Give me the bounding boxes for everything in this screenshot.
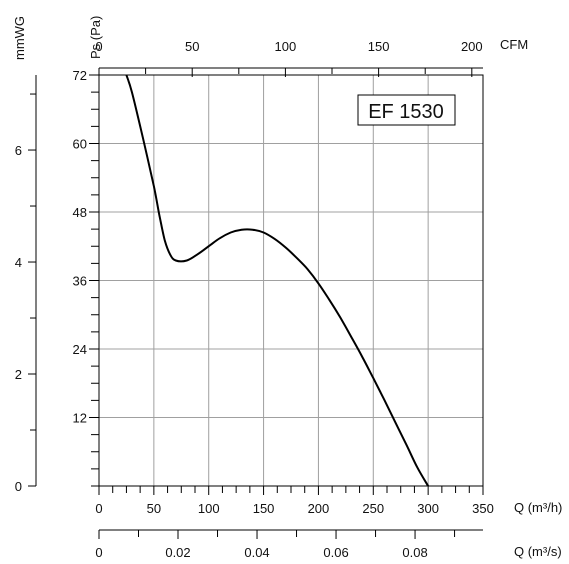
- ps-axis-title: Ps (Pa): [88, 16, 103, 59]
- mmwg-tick-label: 6: [15, 143, 22, 158]
- q-m3h-axis-title: Q (m³/h): [514, 500, 562, 515]
- q-m3h-tick-label: 0: [95, 501, 102, 516]
- q-m3h-tick-label: 50: [147, 501, 161, 516]
- ps-tick-label: 60: [73, 137, 87, 152]
- cfm-tick-label: 50: [185, 39, 199, 54]
- q-m3s-tick-label: 0: [95, 545, 102, 560]
- q-m3h-axis: 0 50 100 150 200 250 300 350: [95, 485, 494, 516]
- model-label: EF 1530: [368, 101, 444, 123]
- ps-tick-label: 24: [73, 342, 87, 357]
- q-m3s-tick-label: 0.08: [402, 545, 427, 560]
- q-m3s-tick-label: 0.04: [244, 545, 269, 560]
- cfm-tick-label: 150: [368, 39, 390, 54]
- mmwg-axis-title: mmWG: [12, 16, 27, 60]
- model-label-box: [357, 94, 456, 126]
- cfm-tick-label: 0: [95, 39, 102, 54]
- mmwg-tick-label: 4: [15, 255, 22, 270]
- q-m3h-tick-label: 100: [198, 501, 220, 516]
- ps-tick-label: 48: [73, 205, 87, 220]
- plot-grid: [99, 75, 483, 486]
- cfm-axis-title: CFM: [500, 37, 528, 52]
- mmwg-axis: 0 2 4 6: [15, 75, 37, 494]
- q-m3h-tick-label: 300: [417, 501, 439, 516]
- fan-curve-line: [125, 74, 429, 487]
- cfm-tick-label: 200: [461, 39, 483, 54]
- cfm-tick-label: 100: [275, 39, 297, 54]
- q-m3s-axis-title: Q (m³/s): [514, 544, 562, 559]
- mmwg-tick-label: 0: [15, 479, 22, 494]
- q-m3h-tick-label: 350: [472, 501, 494, 516]
- cfm-axis: 0 50 100 150 200: [95, 39, 483, 77]
- q-m3h-tick-label: 150: [253, 501, 275, 516]
- ps-tick-label: 72: [73, 68, 87, 83]
- q-m3s-tick-label: 0.06: [323, 545, 348, 560]
- q-m3h-tick-label: 250: [362, 501, 384, 516]
- ps-tick-label: 36: [73, 274, 87, 289]
- ps-axis: 12 24 36 48 60 72: [73, 68, 100, 487]
- ps-tick-label: 12: [73, 411, 87, 426]
- q-m3h-tick-label: 200: [308, 501, 330, 516]
- q-m3s-axis: 0 0.02 0.04 0.06 0.08: [95, 529, 483, 560]
- q-m3s-tick-label: 0.02: [165, 545, 190, 560]
- mmwg-tick-label: 2: [15, 367, 22, 382]
